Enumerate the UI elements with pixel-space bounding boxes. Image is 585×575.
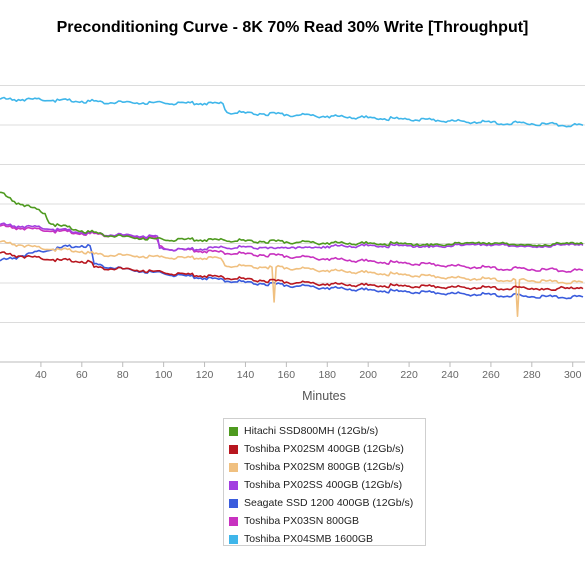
x-tick-label: 240: [441, 369, 459, 381]
series-line: [0, 222, 584, 252]
chart-title: Preconditioning Curve - 8K 70% Read 30% …: [56, 19, 529, 36]
legend-swatch: [229, 444, 238, 454]
chart-legend: Hitachi SSD800MH (12Gb/s) Toshiba PX02SM …: [223, 418, 426, 546]
x-tick-label: 40: [35, 369, 47, 381]
legend-label: Toshiba PX02SM 400GB (12Gb/s): [244, 443, 404, 455]
legend-swatch: [229, 498, 238, 508]
x-tick-label: 180: [319, 369, 337, 381]
series-line: [0, 243, 584, 300]
legend-swatch: [229, 534, 238, 544]
legend-label: Hitachi SSD800MH (12Gb/s): [244, 425, 379, 437]
legend-swatch: [229, 426, 238, 436]
legend-item: Hitachi SSD800MH (12Gb/s): [229, 422, 425, 440]
x-tick-label: 100: [155, 369, 173, 381]
legend-label: Toshiba PX04SMB 1600GB: [244, 533, 373, 545]
x-tick-label: 80: [117, 369, 129, 381]
x-tick-label: 60: [76, 369, 88, 381]
legend-item: Toshiba PX02SM 800GB (12Gb/s): [229, 458, 425, 476]
legend-item: Toshiba PX02SM 400GB (12Gb/s): [229, 440, 425, 458]
legend-label: Toshiba PX02SM 800GB (12Gb/s): [244, 461, 404, 473]
x-axis-label: Minutes: [302, 389, 346, 403]
legend-item: Toshiba PX02SS 400GB (12Gb/s): [229, 476, 425, 494]
x-tick-label: 280: [523, 369, 541, 381]
legend-label: Toshiba PX03SN 800GB: [244, 515, 359, 527]
legend-swatch: [229, 462, 238, 472]
series-line: [0, 240, 584, 318]
x-tick-label: 220: [400, 369, 418, 381]
x-tick-label: 160: [278, 369, 296, 381]
series-line: [0, 251, 584, 292]
series-line: [0, 96, 584, 128]
x-tick-label: 200: [359, 369, 377, 381]
series-line: [0, 191, 584, 247]
legend-item: Seagate SSD 1200 400GB (12Gb/s): [229, 494, 425, 512]
x-tick-label: 300: [564, 369, 582, 381]
legend-item: Toshiba PX04SMB 1600GB: [229, 530, 425, 548]
legend-swatch: [229, 516, 238, 526]
legend-swatch: [229, 480, 238, 490]
legend-label: Seagate SSD 1200 400GB (12Gb/s): [244, 497, 414, 509]
x-tick-label: 120: [196, 369, 214, 381]
x-tick-label: 140: [237, 369, 255, 381]
x-tick-label: 260: [482, 369, 500, 381]
legend-item: Toshiba PX03SN 800GB: [229, 512, 425, 530]
legend-label: Toshiba PX02SS 400GB (12Gb/s): [244, 479, 403, 491]
